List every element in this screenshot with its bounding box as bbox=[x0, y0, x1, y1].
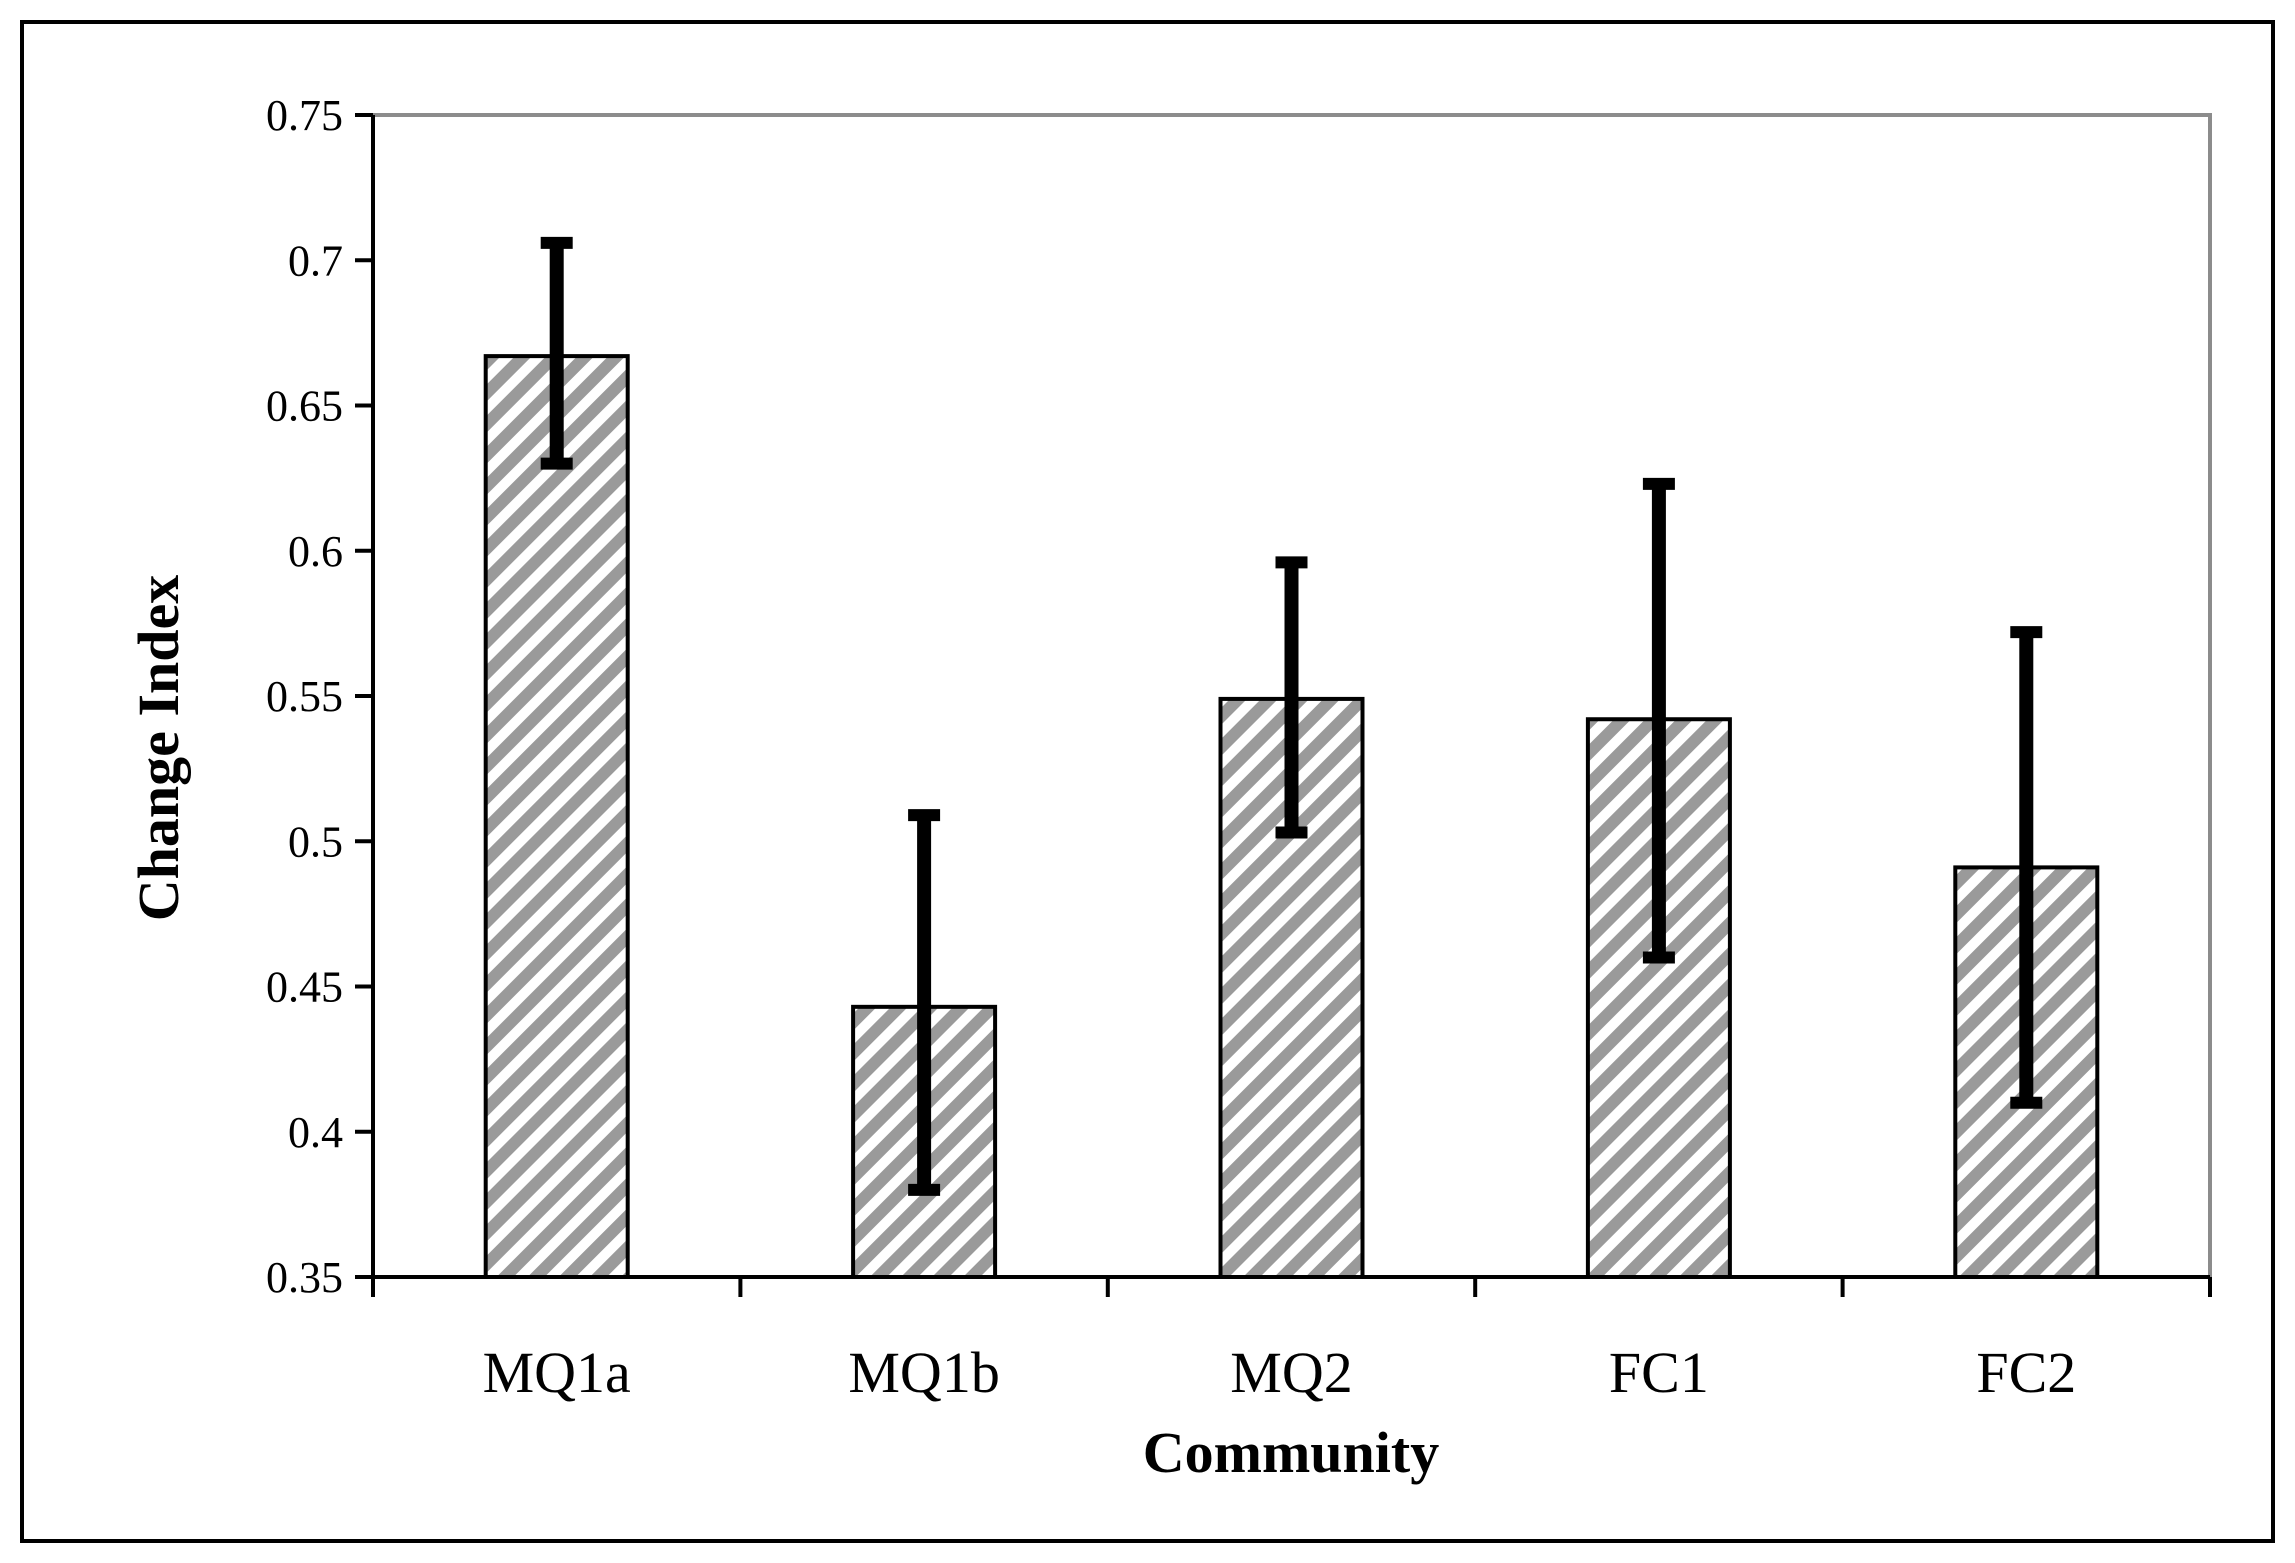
y-tick-label: 0.4 bbox=[288, 1108, 343, 1157]
x-tick-label-fc1: FC1 bbox=[1609, 1340, 1709, 1405]
x-tick-label-fc2: FC2 bbox=[1976, 1340, 2076, 1405]
axes bbox=[355, 113, 2212, 1297]
y-axis-title: Change Index bbox=[126, 575, 191, 921]
y-tick-label: 0.35 bbox=[266, 1253, 343, 1302]
y-tick-label: 0.75 bbox=[266, 91, 343, 140]
y-tick-label: 0.65 bbox=[266, 382, 343, 431]
bar-mq1a bbox=[483, 354, 630, 1279]
y-tick-label: 0.6 bbox=[288, 527, 343, 576]
x-tick-label-mq1b: MQ1b bbox=[848, 1340, 999, 1405]
x-tick-label-mq2: MQ2 bbox=[1230, 1340, 1352, 1405]
tick-labels: 0.35 0.4 0.45 0.5 0.55 0.6 0.65 0.7 0.75 MQ1a MQ1b… bbox=[266, 91, 2076, 1405]
error-bars bbox=[540, 236, 2043, 1196]
figure-border bbox=[20, 20, 2275, 1543]
x-tick-label-mq1a: MQ1a bbox=[483, 1340, 631, 1405]
x-axis-title: Community bbox=[1143, 1420, 1439, 1485]
y-tick-label: 0.55 bbox=[266, 672, 343, 721]
y-tick-label: 0.45 bbox=[266, 963, 343, 1012]
y-tick-label: 0.5 bbox=[288, 817, 343, 866]
y-tick-label: 0.7 bbox=[288, 236, 343, 285]
